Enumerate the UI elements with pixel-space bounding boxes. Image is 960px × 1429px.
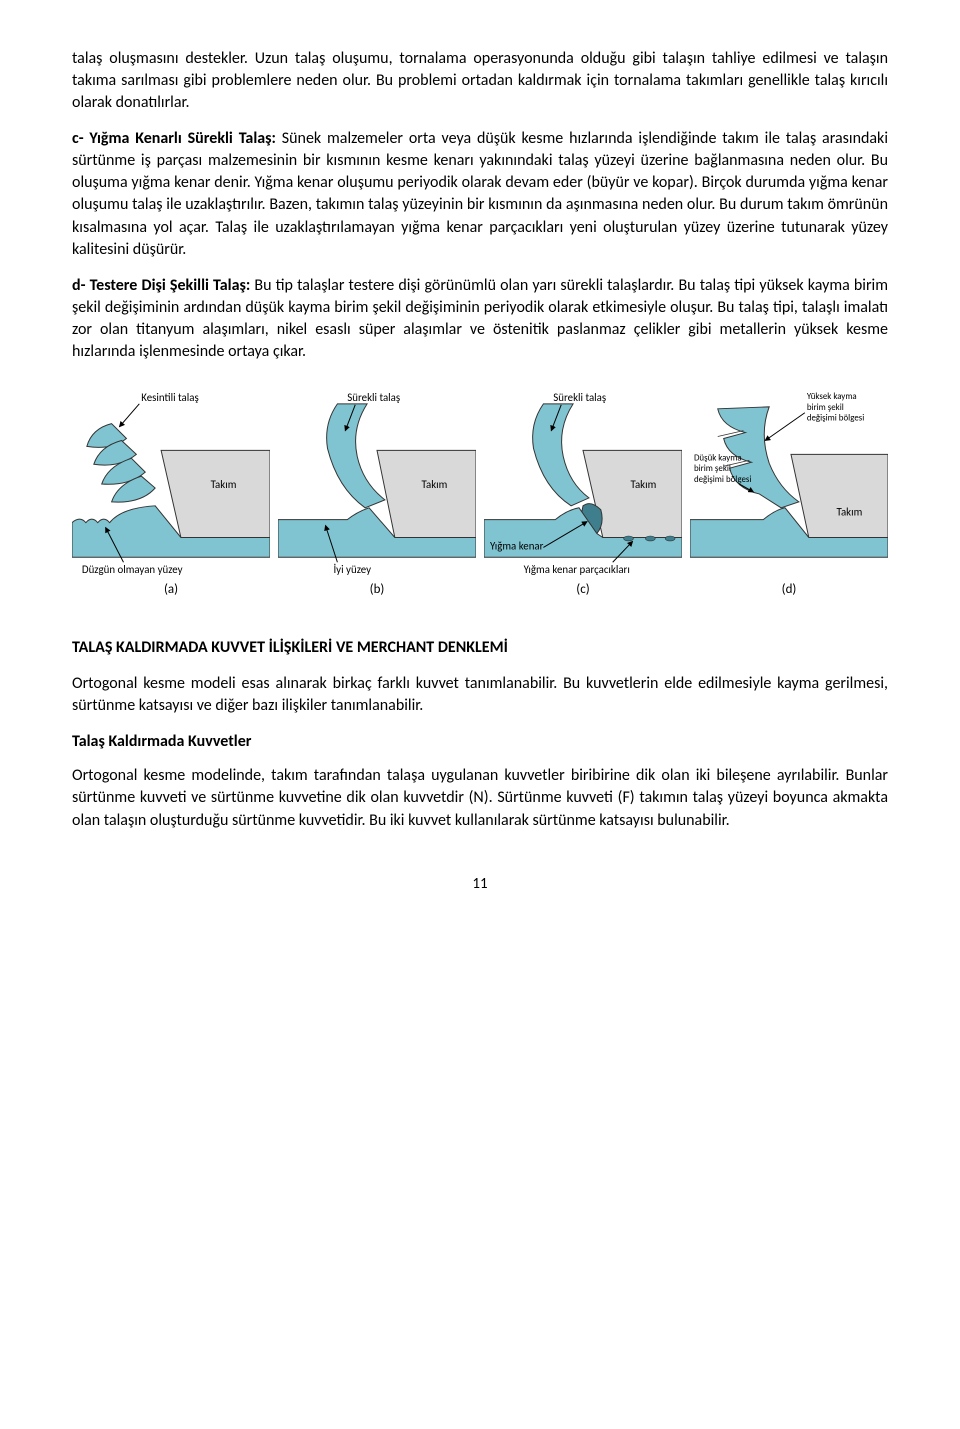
panel-c: Sürekli talaş Takım Yığma kenar Yığma ke…	[484, 389, 682, 599]
p2-body: Sünek malzemeler orta veya düşük kesme h…	[72, 129, 888, 258]
panel-a: Kesintili talaş Takım Düzgün olmayan yüz…	[72, 389, 270, 599]
arrow-high-d	[765, 413, 805, 441]
paragraph-1: talaş oluşmasını destekler. Uzun talaş o…	[72, 48, 888, 114]
label-low-d3: değişimi bölgesi	[694, 475, 751, 485]
label-tool-d: Takım	[837, 506, 863, 519]
subsection-heading: Talaş Kaldırmada Kuvvetler	[72, 731, 888, 753]
label-top-d3: değişimi bölgesi	[807, 414, 864, 424]
label-tool-a: Takım	[211, 478, 237, 491]
label-bottom-b: İyi yüzey	[333, 563, 371, 576]
id-b: (b)	[370, 581, 385, 599]
label-bue: Yığma kenar	[490, 539, 544, 552]
label-bottom-c: Yığma kenar parçacıkları	[524, 563, 630, 576]
label-top-a: Kesintili talaş	[141, 391, 198, 404]
label-low-d2: birim şekil	[694, 464, 731, 474]
id-c: (c)	[576, 581, 589, 599]
label-bottom-a: Düzgün olmayan yüzey	[82, 563, 183, 576]
paragraph-2: c- Yığma Kenarlı Sürekli Talaş: Sünek ma…	[72, 128, 888, 260]
label-top-b: Sürekli talaş	[347, 391, 400, 404]
p3-lead: d- Testere Dişi Şekilli Talaş:	[72, 276, 250, 295]
arrow-top-a	[120, 404, 140, 427]
paragraph-5: Ortogonal kesme modelinde, takım tarafın…	[72, 765, 888, 831]
section-heading: TALAŞ KALDIRMADA KUVVET İLİŞKİLERİ VE ME…	[72, 637, 888, 659]
page-number: 11	[72, 874, 888, 895]
id-d: (d)	[782, 581, 797, 599]
label-tool-c: Takım	[631, 478, 657, 491]
label-top-d1: Yüksek kayma	[807, 392, 857, 402]
id-a: (a)	[164, 581, 178, 599]
chip-types-figure: Kesintili talaş Takım Düzgün olmayan yüz…	[72, 389, 888, 599]
paragraph-3: d- Testere Dişi Şekilli Talaş: Bu tip ta…	[72, 275, 888, 363]
panel-b: Sürekli talaş Takım İyi yüzey (b)	[278, 389, 476, 599]
label-tool-b: Takım	[422, 478, 448, 491]
paragraph-4: Ortogonal kesme modeli esas alınarak bir…	[72, 673, 888, 717]
label-top-c: Sürekli talaş	[553, 391, 606, 404]
label-low-d1: Düşük kayma	[694, 453, 742, 463]
label-top-d2: birim şekil	[807, 403, 844, 413]
panel-d: Yüksek kayma birim şekil değişimi bölges…	[690, 389, 888, 599]
p2-lead: c- Yığma Kenarlı Sürekli Talaş:	[72, 129, 276, 148]
